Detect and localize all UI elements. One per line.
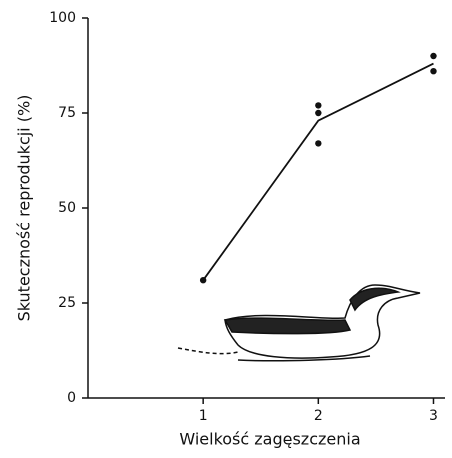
data-point <box>315 110 321 116</box>
y-tick-label: 50 <box>58 200 76 216</box>
y-axis-label: Skuteczność reprodukcji (%) <box>15 95 34 322</box>
data-point <box>315 140 321 146</box>
data-point <box>430 53 436 59</box>
x-axis-label: Wielkość zagęszczenia <box>179 430 360 449</box>
y-tick-label: 100 <box>49 10 76 26</box>
y-tick-label: 25 <box>58 295 76 311</box>
data-point <box>315 102 321 108</box>
y-tick-label: 0 <box>67 390 76 406</box>
x-tick-label: 1 <box>199 408 208 424</box>
x-tick-label: 3 <box>429 408 438 424</box>
y-tick-label: 75 <box>58 105 76 121</box>
chart: Skuteczność reprodukcji (%) Wielkość zag… <box>0 0 452 458</box>
data-line <box>203 64 433 281</box>
bird-illustration <box>178 285 420 361</box>
data-point <box>200 277 206 283</box>
x-tick-label: 2 <box>314 408 323 424</box>
data-point <box>430 68 436 74</box>
